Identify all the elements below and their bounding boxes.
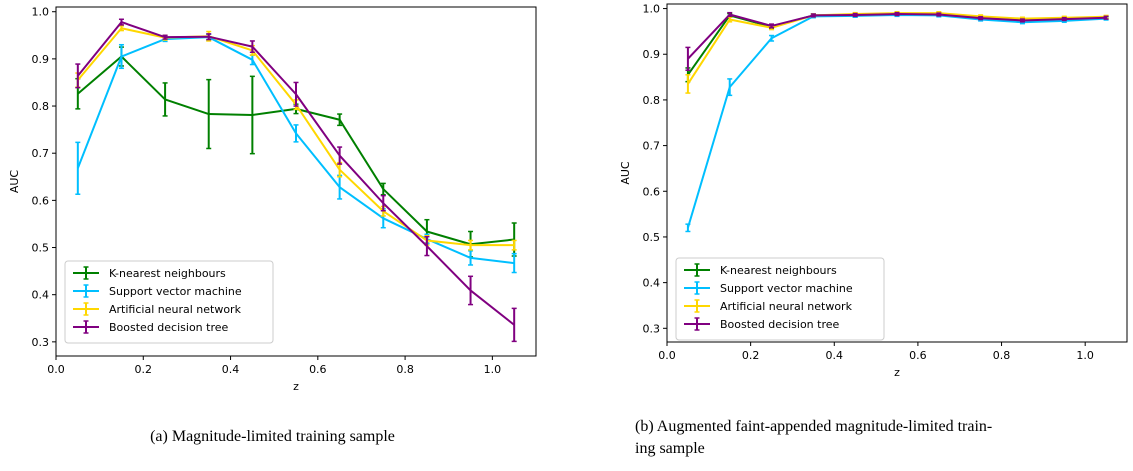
- x-axis-label: z: [293, 380, 299, 393]
- y-tick-label: 0.9: [32, 53, 50, 66]
- y-tick-label: 0.3: [643, 322, 661, 335]
- y-axis-label: AUC: [619, 161, 632, 185]
- x-tick-label: 0.2: [135, 363, 153, 376]
- y-tick-label: 0.4: [32, 289, 50, 302]
- caption-b-line1: (b) Augmented faint-appended magnitude-l…: [635, 418, 993, 435]
- legend-box: [64, 260, 274, 344]
- legend-label: Support vector machine: [720, 282, 853, 295]
- legend-box: [675, 257, 885, 341]
- series-2: [685, 11, 1109, 94]
- series-line: [76, 36, 515, 265]
- y-tick-label: 0.6: [32, 194, 50, 207]
- series-line: [687, 12, 1107, 85]
- legend-label: K-nearest neighbours: [109, 267, 226, 280]
- chart-panel-b: 0.0 0.2 0.4 0.6 0.8 1.0 0.3 0.4 0.5 0.6 0.7 0.8 0.9 1…: [575, 0, 1133, 471]
- x-tick-label: 0.8: [396, 363, 414, 376]
- caption-b-line2: ing sample: [635, 440, 705, 457]
- y-tick-label: 0.8: [32, 100, 50, 113]
- y-tick-label: 1.0: [643, 3, 661, 16]
- x-tick-label: 0.4: [826, 349, 844, 362]
- x-tick-label: 0.6: [309, 363, 327, 376]
- legend-label: Boosted decision tree: [720, 318, 839, 331]
- y-tick-label: 0.6: [643, 185, 661, 198]
- chart-a: 0.0 0.2 0.4 0.6 0.8 1.0 0.3 0.4 0.5 0.6 0.7 0.8 0.9 1…: [8, 6, 537, 393]
- caption-b: (b) Augmented faint-appended magnitude-l…: [635, 416, 1125, 460]
- series-3: [75, 18, 517, 343]
- y-tick-label: 0.7: [643, 140, 661, 153]
- series-line: [686, 13, 1107, 229]
- chart-b: 0.0 0.2 0.4 0.6 0.8 1.0 0.3 0.4 0.5 0.6 0.7 0.8 0.9 1…: [619, 3, 1128, 379]
- x-tick-label: 0.0: [47, 363, 65, 376]
- y-tick-label: 0.5: [32, 242, 50, 255]
- x-tick-label: 1.0: [484, 363, 502, 376]
- plot-frame: [55, 6, 537, 357]
- series-1: [75, 33, 517, 274]
- legend: K-nearest neighbours Support vector machi…: [675, 257, 885, 341]
- y-tick-label: 0.5: [643, 231, 661, 244]
- caption-a: (a) Magnitude-limited training sample: [150, 428, 395, 445]
- y-tick-label: 0.9: [643, 48, 661, 61]
- x-tick-label: 0.4: [222, 363, 240, 376]
- legend-label: Artificial neural network: [109, 303, 242, 316]
- legend-label: Artificial neural network: [720, 300, 853, 313]
- x-tick-label: 0.0: [658, 349, 676, 362]
- x-tick-label: 1.0: [1076, 349, 1094, 362]
- y-tick-label: 0.8: [643, 94, 661, 107]
- y-tick-label: 0.7: [32, 147, 50, 160]
- x-axis-label: z: [894, 366, 900, 379]
- x-tick-label: 0.8: [993, 349, 1011, 362]
- y-axis-label: AUC: [8, 170, 21, 194]
- legend-label: Boosted decision tree: [109, 321, 228, 334]
- chart-panel-a: 0.0 0.2 0.4 0.6 0.8 1.0 0.3 0.4 0.5 0.6 0.7 0.8 0.9 1…: [0, 0, 545, 471]
- legend: K-nearest neighbours Support vector machi…: [64, 260, 274, 344]
- series-3: [685, 11, 1109, 71]
- series-0: [75, 46, 517, 258]
- x-tick-label: 0.6: [909, 349, 927, 362]
- legend-label: Support vector machine: [109, 285, 242, 298]
- y-tick-label: 1.0: [32, 6, 50, 19]
- x-tick-label: 0.2: [742, 349, 760, 362]
- plot-frame: [666, 3, 1128, 343]
- legend-label: K-nearest neighbours: [720, 264, 837, 277]
- y-tick-label: 0.3: [32, 336, 50, 349]
- y-tick-label: 0.4: [643, 277, 661, 290]
- series-1: [685, 12, 1109, 233]
